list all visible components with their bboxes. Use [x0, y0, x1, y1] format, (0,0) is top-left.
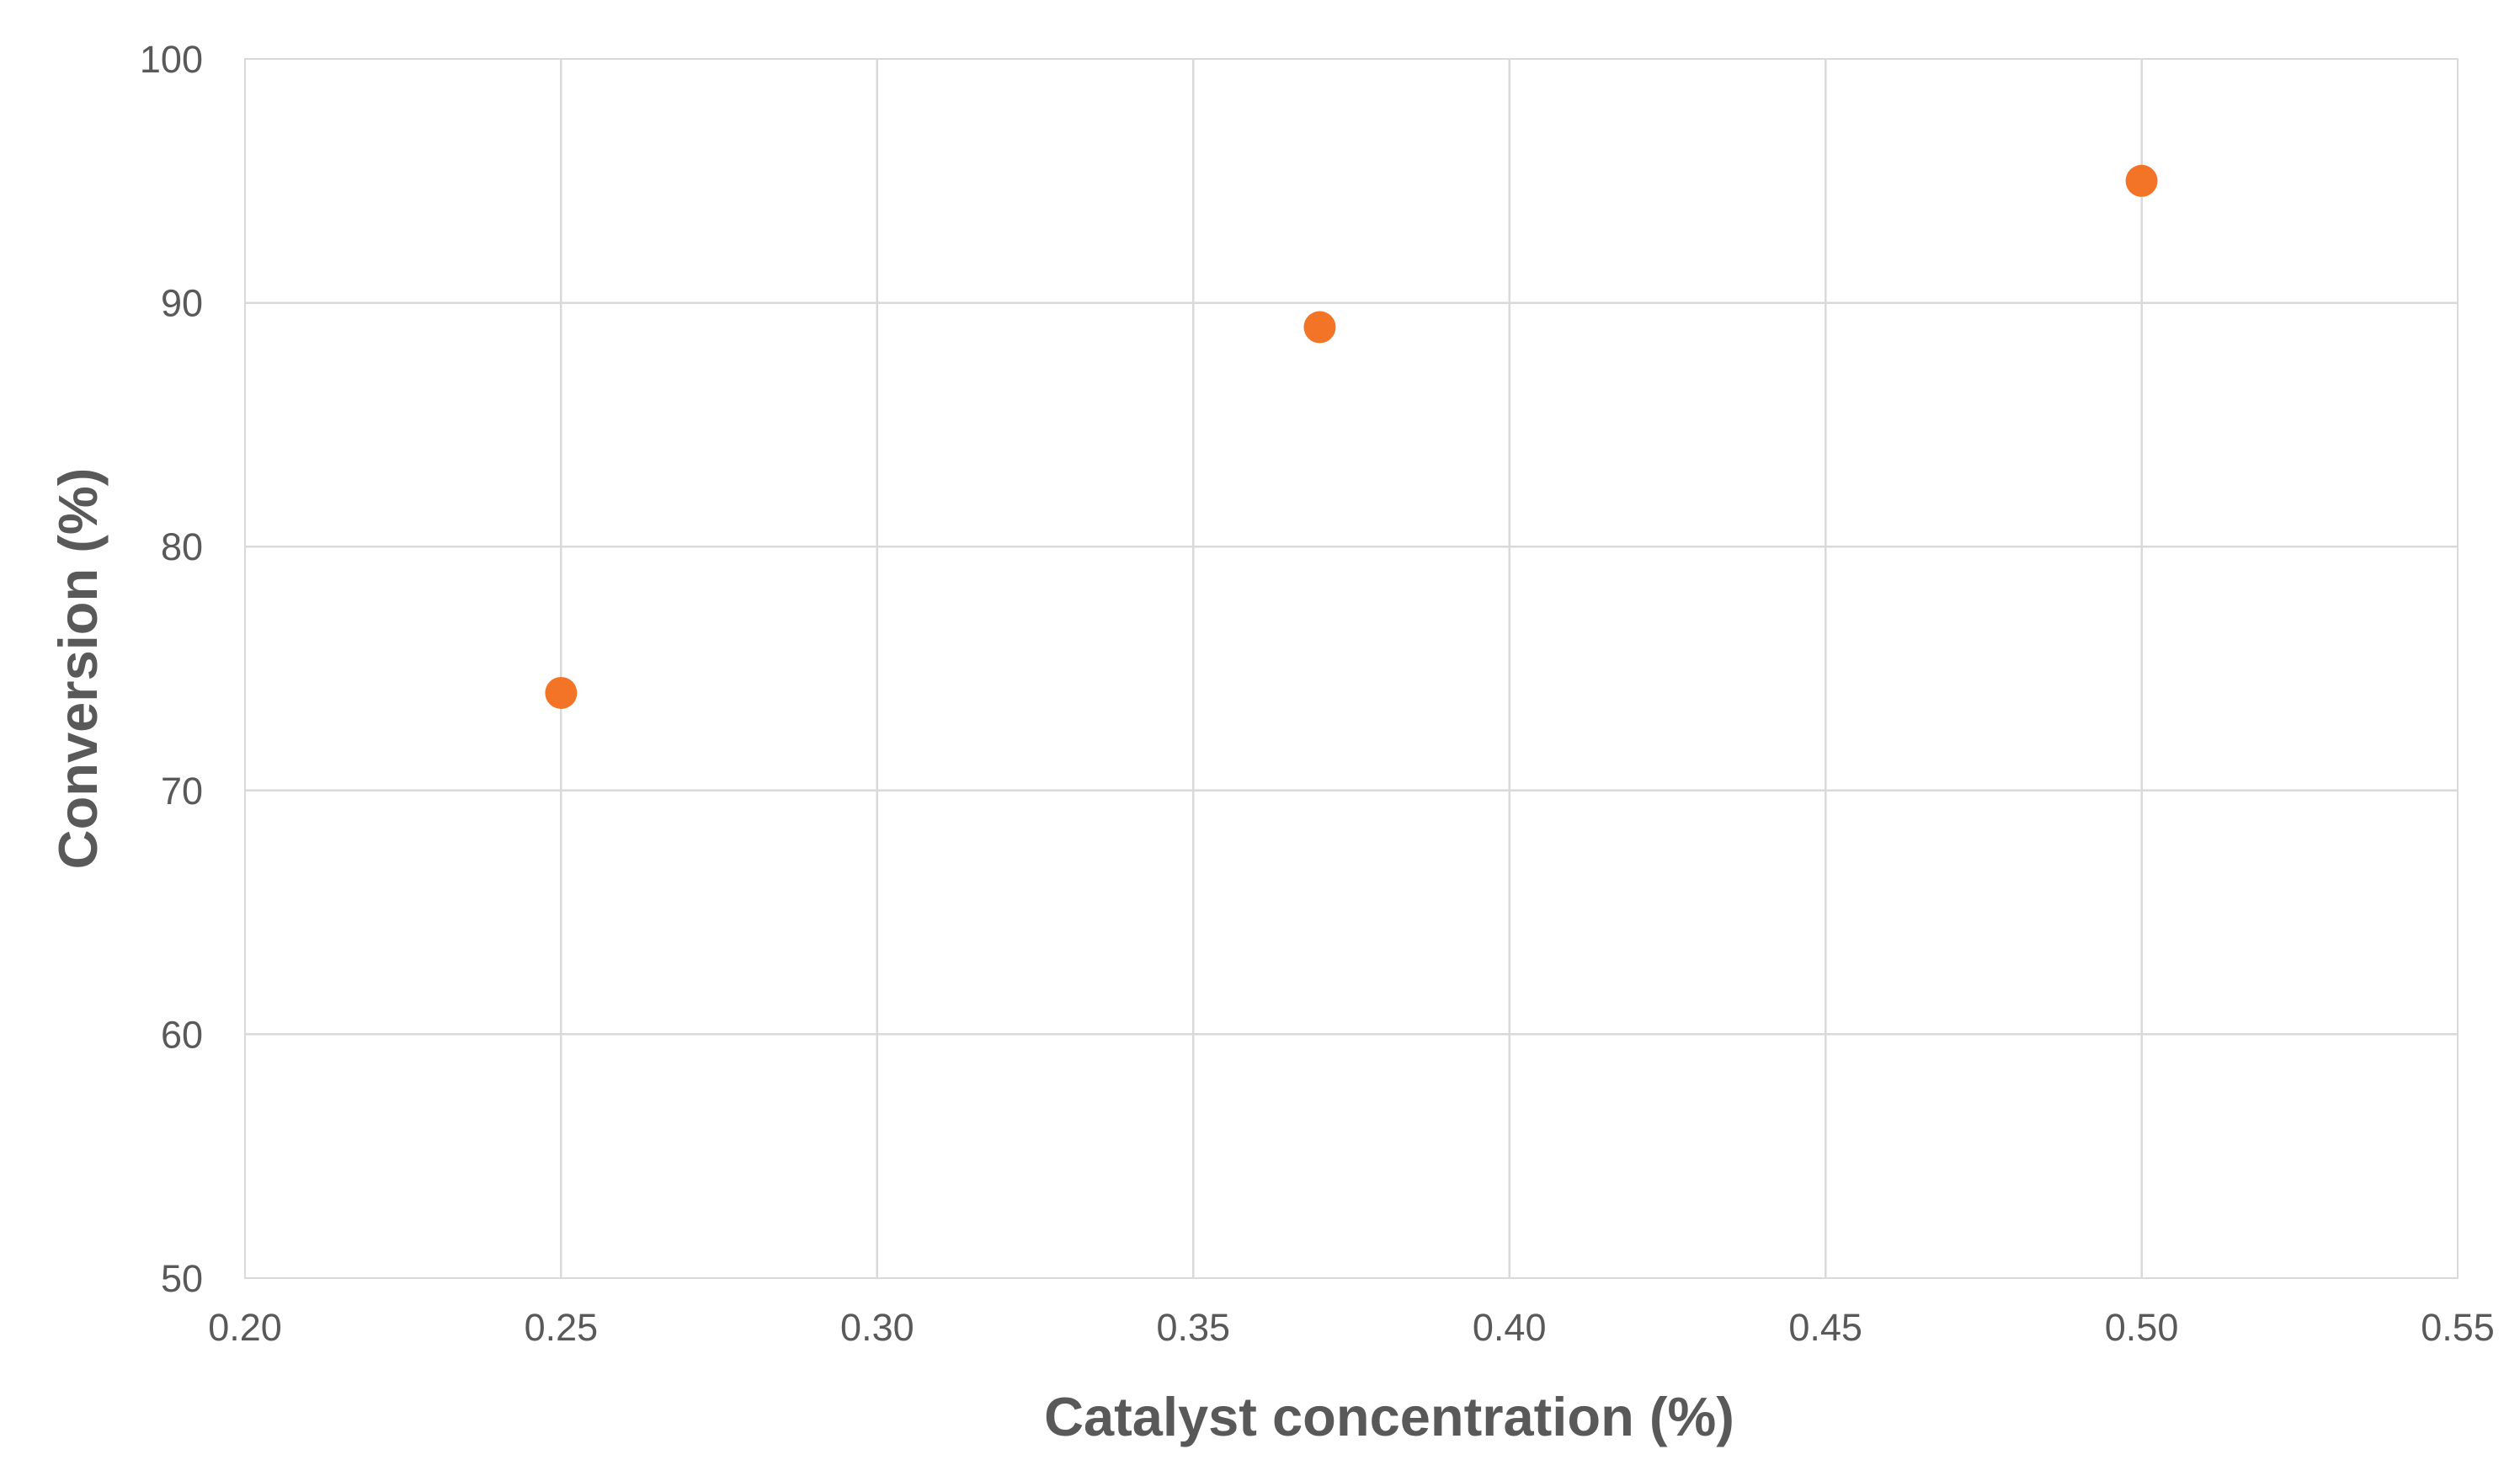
y-tick-label: 70: [161, 770, 203, 813]
y-tick-label: 50: [161, 1257, 203, 1300]
x-tick-label: 0.55: [2421, 1306, 2495, 1349]
gridlines: [243, 57, 2459, 1280]
data-points: [545, 164, 2158, 709]
x-tick-label: 0.45: [1788, 1306, 1862, 1349]
x-tick-label: 0.35: [1156, 1306, 1230, 1349]
x-tick-label: 0.30: [840, 1306, 914, 1349]
x-tick-label: 0.50: [2105, 1306, 2179, 1349]
x-tick-label: 0.25: [525, 1306, 599, 1349]
x-tick-label: 0.40: [1473, 1306, 1547, 1349]
y-axis-tick-labels: 50 60 70 80 90 100: [140, 38, 203, 1300]
x-tick-label: 0.20: [208, 1306, 282, 1349]
y-axis-title: Conversion (%): [47, 468, 109, 870]
y-tick-label: 90: [161, 282, 203, 325]
x-axis-tick-labels: 0.20 0.25 0.30 0.35 0.40 0.45 0.50 0.55: [208, 1306, 2495, 1349]
data-point: [2125, 164, 2158, 197]
y-tick-label: 80: [161, 525, 203, 568]
plot-area-border: [243, 57, 2459, 1280]
x-axis-title: Catalyst concentration (%): [1044, 1386, 1734, 1447]
y-tick-label: 100: [140, 38, 203, 81]
data-point: [545, 676, 578, 709]
y-tick-label: 60: [161, 1013, 203, 1056]
data-point: [1303, 311, 1336, 344]
